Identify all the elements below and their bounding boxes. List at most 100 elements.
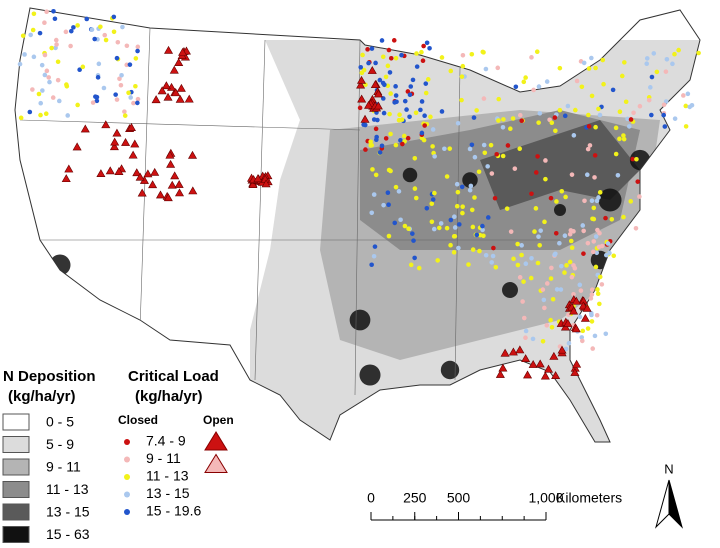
region xyxy=(480,120,640,210)
site-closed xyxy=(432,154,437,159)
site-closed xyxy=(369,46,375,51)
site-closed xyxy=(114,97,120,102)
site-closed xyxy=(71,25,76,30)
site-closed xyxy=(571,291,576,297)
site-closed xyxy=(594,198,600,204)
site-closed xyxy=(628,117,634,122)
site-closed xyxy=(600,57,606,63)
site-open xyxy=(126,123,136,131)
site-closed xyxy=(597,190,603,195)
site-closed xyxy=(369,142,375,148)
site-closed xyxy=(483,252,489,258)
site-closed xyxy=(534,49,540,55)
site-closed xyxy=(111,14,117,20)
site-closed xyxy=(405,135,411,141)
site-closed xyxy=(597,112,603,118)
site-closed xyxy=(588,296,594,301)
site-closed xyxy=(626,124,632,129)
site-closed xyxy=(500,153,506,159)
site-closed xyxy=(564,263,569,268)
site-closed xyxy=(661,112,666,118)
site-closed xyxy=(554,287,560,292)
site-closed xyxy=(611,253,617,259)
site-closed xyxy=(372,244,378,249)
site-closed xyxy=(621,214,626,220)
site-closed xyxy=(593,264,599,270)
site-closed xyxy=(122,109,127,114)
site-closed xyxy=(92,36,97,42)
site-closed xyxy=(37,30,43,36)
site-closed xyxy=(630,156,635,162)
site-open xyxy=(175,94,185,103)
site-closed xyxy=(469,51,475,57)
site-closed xyxy=(535,260,541,266)
site-closed xyxy=(103,37,109,43)
site-closed xyxy=(398,138,403,143)
site-closed xyxy=(594,312,600,318)
site-closed xyxy=(50,95,56,100)
site-closed xyxy=(580,223,586,228)
site-closed xyxy=(358,65,364,70)
site-closed xyxy=(480,223,485,229)
site-open xyxy=(176,83,186,92)
site-closed xyxy=(631,110,636,116)
site-closed xyxy=(365,47,370,52)
site-closed xyxy=(439,55,445,60)
site-closed xyxy=(580,338,585,344)
site-closed xyxy=(567,231,573,237)
site-open xyxy=(521,354,531,363)
site-closed xyxy=(98,24,103,30)
site-closed xyxy=(448,68,454,74)
site-closed xyxy=(578,288,584,293)
site-closed xyxy=(538,228,543,233)
site-closed xyxy=(511,256,516,262)
scale-label: 250 xyxy=(403,490,427,506)
site-closed xyxy=(387,111,392,117)
site-closed xyxy=(431,226,437,232)
site-closed xyxy=(599,243,605,249)
site-closed xyxy=(68,28,74,34)
site-open xyxy=(114,167,124,175)
site-closed xyxy=(549,325,555,330)
site-open xyxy=(571,296,581,305)
site-closed xyxy=(438,221,444,226)
legend-dot xyxy=(124,456,130,463)
site-closed xyxy=(414,64,420,69)
site-closed xyxy=(553,230,559,236)
site-open xyxy=(356,80,366,89)
site-closed xyxy=(430,127,436,132)
legend-dot xyxy=(124,439,130,445)
site-closed xyxy=(30,87,35,92)
site-closed xyxy=(529,255,534,261)
site-closed xyxy=(536,120,541,125)
site-closed xyxy=(406,226,411,232)
site-closed xyxy=(581,251,586,256)
site-closed xyxy=(644,56,650,61)
site-closed xyxy=(370,167,375,172)
site-closed xyxy=(379,143,385,149)
site-closed xyxy=(592,333,598,339)
site-closed xyxy=(513,84,519,90)
site-closed xyxy=(474,232,480,238)
site-closed xyxy=(459,97,464,103)
site-closed xyxy=(512,166,518,171)
site-closed xyxy=(683,124,689,129)
site-closed xyxy=(548,195,554,201)
site-closed xyxy=(444,174,450,179)
site-closed xyxy=(589,287,595,292)
site-closed xyxy=(388,131,393,137)
site-closed xyxy=(36,91,42,97)
site-closed xyxy=(672,116,678,121)
site-closed xyxy=(489,260,495,265)
site-closed xyxy=(589,55,594,61)
site-closed xyxy=(366,60,371,66)
hotspot xyxy=(49,254,71,276)
arrow-right xyxy=(668,479,683,529)
site-closed xyxy=(111,29,117,35)
site-closed xyxy=(42,20,47,25)
site-closed xyxy=(51,8,56,14)
site-closed xyxy=(44,68,50,74)
site-closed xyxy=(542,305,547,311)
site-closed xyxy=(54,42,59,47)
site-closed xyxy=(558,287,564,292)
